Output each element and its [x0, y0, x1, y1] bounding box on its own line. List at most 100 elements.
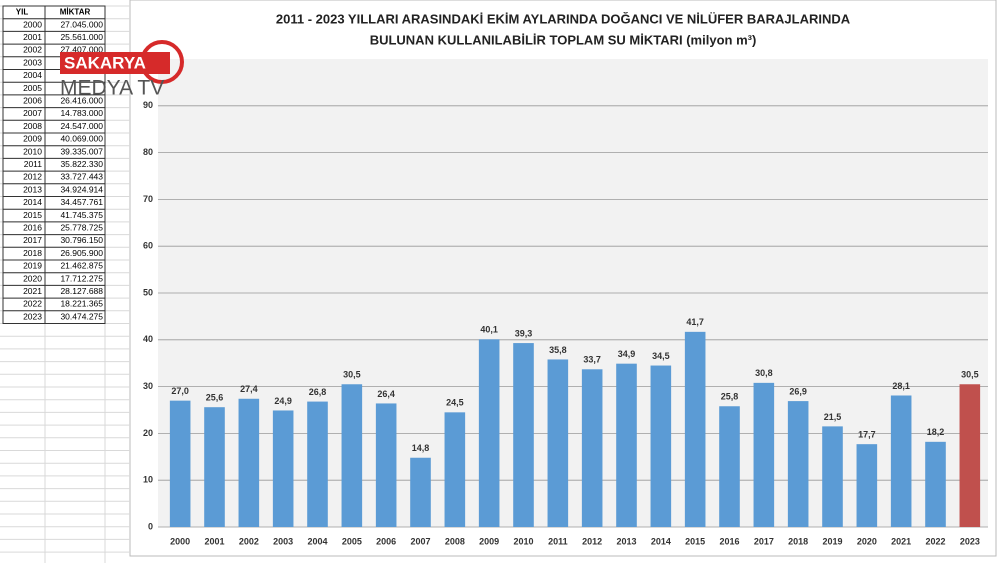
- table-cell: 2020: [23, 273, 42, 283]
- table-cell: 2017: [23, 235, 42, 245]
- bar: [616, 363, 637, 527]
- x-tick-label: 2007: [410, 536, 430, 546]
- table-cell: 2005: [23, 83, 42, 93]
- bar: [478, 339, 500, 527]
- bar: [581, 369, 603, 527]
- value-label: 18,2: [927, 427, 945, 437]
- value-label: 21,5: [824, 412, 842, 422]
- x-tick-label: 2011: [548, 536, 568, 546]
- y-tick-label: 70: [143, 194, 153, 204]
- value-label: 27,0: [171, 386, 189, 396]
- table-cell: 2007: [23, 108, 42, 118]
- value-label: 25,8: [721, 392, 739, 402]
- table-cell: 21.462.875: [60, 261, 103, 271]
- y-tick-label: 20: [143, 428, 153, 438]
- x-tick-label: 2004: [307, 536, 327, 546]
- x-tick-label: 2009: [479, 536, 499, 546]
- bar: [787, 401, 809, 527]
- value-label: 40,1: [480, 325, 498, 335]
- table-cell: 40.069.000: [60, 134, 103, 144]
- chart-title: 2011 - 2023 YILLARI ARASINDAKİ EKİM AYLA…: [276, 11, 851, 26]
- table-cell: 2015: [23, 210, 42, 220]
- bar: [547, 359, 569, 527]
- bar: [272, 410, 294, 527]
- bar: [925, 441, 946, 527]
- value-label: 33,7: [583, 355, 601, 365]
- bar: [719, 406, 740, 527]
- table-cell: 2011: [24, 159, 43, 169]
- x-tick-label: 2018: [788, 536, 808, 546]
- x-tick-label: 2020: [857, 536, 877, 546]
- chart-subtitle: BULUNAN KULLANILABİLİR TOPLAM SU MİKTARI…: [370, 32, 757, 47]
- y-tick-label: 0: [148, 521, 153, 531]
- value-label: 34,9: [618, 349, 636, 359]
- y-tick-label: 60: [143, 241, 153, 251]
- value-label: 30,8: [755, 368, 773, 378]
- bar: [307, 401, 328, 527]
- table-header: YIL: [16, 7, 29, 16]
- bar: [238, 398, 260, 527]
- table-cell: 2018: [23, 248, 42, 258]
- table-cell: 33.727.443: [60, 172, 103, 182]
- bar: [341, 384, 363, 527]
- table-cell: 27.407.000: [60, 45, 103, 55]
- x-tick-label: 2016: [719, 536, 739, 546]
- value-label: 14,8: [412, 443, 430, 453]
- x-tick-label: 2003: [273, 536, 293, 546]
- bar: [444, 412, 466, 527]
- logo-bar: [60, 52, 170, 74]
- table-cell: 34.924.914: [60, 184, 103, 194]
- value-label: 34,5: [652, 351, 670, 361]
- x-tick-label: 2001: [204, 536, 224, 546]
- bar: [204, 407, 225, 527]
- table-cell: 2021: [23, 286, 42, 296]
- table-cell: 26.416.000: [60, 96, 103, 106]
- table-cell: 2008: [23, 121, 42, 131]
- y-tick-label: 30: [143, 381, 153, 391]
- table-cell: 14.783.000: [60, 108, 103, 118]
- table-cell: 2006: [23, 96, 42, 106]
- table-cell: 25.778.725: [60, 223, 103, 233]
- table-cell: 30.796.150: [60, 235, 103, 245]
- table-cell: 30.474.275: [60, 311, 103, 321]
- table-cell: 28.127.688: [60, 286, 103, 296]
- bar: [753, 382, 775, 527]
- table-cell: 2009: [23, 134, 42, 144]
- table-cell: 2016: [23, 223, 42, 233]
- x-tick-label: 2023: [960, 536, 980, 546]
- x-tick-label: 2022: [925, 536, 945, 546]
- bar: [959, 384, 981, 527]
- table-cell: 2010: [23, 146, 42, 156]
- x-tick-label: 2019: [822, 536, 842, 546]
- table-cell: 41.745.375: [60, 210, 103, 220]
- table-cell: 2000: [23, 19, 42, 29]
- bar: [856, 444, 878, 527]
- bar: [822, 426, 843, 527]
- x-tick-label: 2021: [891, 536, 911, 546]
- x-tick-label: 2000: [170, 536, 190, 546]
- table-cell: 2019: [23, 261, 42, 271]
- value-label: 30,5: [343, 370, 361, 380]
- logo-text: MEDYA TV: [60, 77, 164, 100]
- table-cell: 18.221.365: [60, 299, 103, 309]
- table-cell: 2023: [23, 311, 42, 321]
- y-tick-label: 80: [143, 147, 153, 157]
- bar: [375, 403, 397, 527]
- x-tick-label: 2014: [651, 536, 671, 546]
- table-box: [2, 5, 106, 324]
- bar: [410, 457, 431, 527]
- table-cell: 25.561.000: [60, 32, 103, 42]
- y-tick-label: 50: [143, 287, 153, 297]
- value-label: 26,4: [377, 389, 395, 399]
- bar: [684, 331, 706, 527]
- bar: [513, 343, 534, 527]
- table-cell: 24.547.000: [60, 121, 103, 131]
- table-cell: 2002: [23, 45, 42, 55]
- table-cell: 2022: [23, 299, 42, 309]
- table-cell: 26.905.900: [60, 248, 103, 258]
- value-label: 41,7: [686, 317, 704, 327]
- table-cell: 39.335.007: [60, 146, 103, 156]
- table-cell: 34.457.761: [60, 197, 103, 207]
- x-tick-label: 2006: [376, 536, 396, 546]
